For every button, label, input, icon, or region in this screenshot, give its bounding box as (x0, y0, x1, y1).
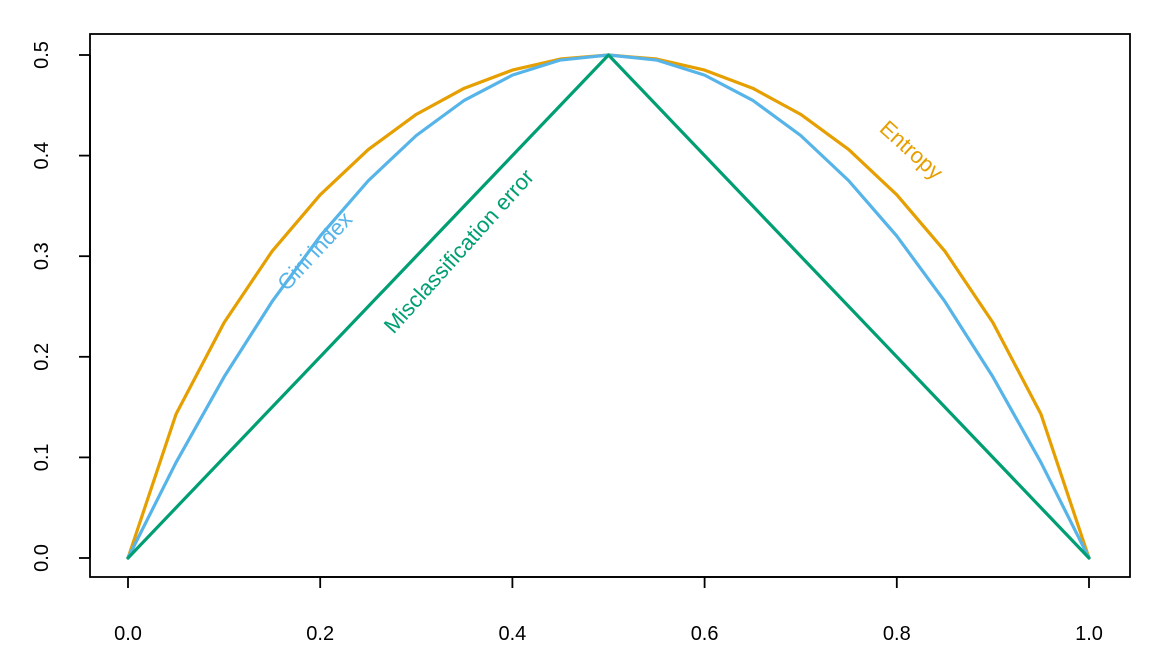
x-axis: 0.0 0.2 0.4 0.6 0.8 1.0 (114, 576, 1103, 645)
label-gini-index: Gini index (272, 207, 357, 296)
series-lines (126, 53, 1091, 560)
label-misclassification-error: Misclassification error (379, 164, 539, 338)
x-tick-label: 1.0 (1075, 623, 1103, 645)
y-tick-label: 0.3 (31, 242, 53, 270)
x-tick-label: 0.4 (498, 623, 526, 645)
y-tick-label: 0.5 (31, 41, 53, 69)
series-line-entropy (126, 53, 1091, 560)
series-line-misclassification-error (126, 53, 1091, 560)
y-tick-label: 0.0 (31, 544, 53, 572)
x-tick-label: 0.8 (883, 623, 911, 645)
y-tick-label: 0.1 (31, 443, 53, 471)
y-tick-label: 0.2 (31, 343, 53, 371)
plot-frame (89, 33, 1131, 578)
y-axis: 0.0 0.1 0.2 0.3 0.4 0.5 (31, 41, 91, 572)
series-line-gini-index (126, 53, 1091, 560)
y-tick-label: 0.4 (31, 142, 53, 170)
x-tick-label: 0.6 (691, 623, 719, 645)
label-entropy: Entropy (875, 115, 948, 184)
x-tick-label: 0.2 (306, 623, 334, 645)
x-tick-label: 0.0 (114, 623, 142, 645)
